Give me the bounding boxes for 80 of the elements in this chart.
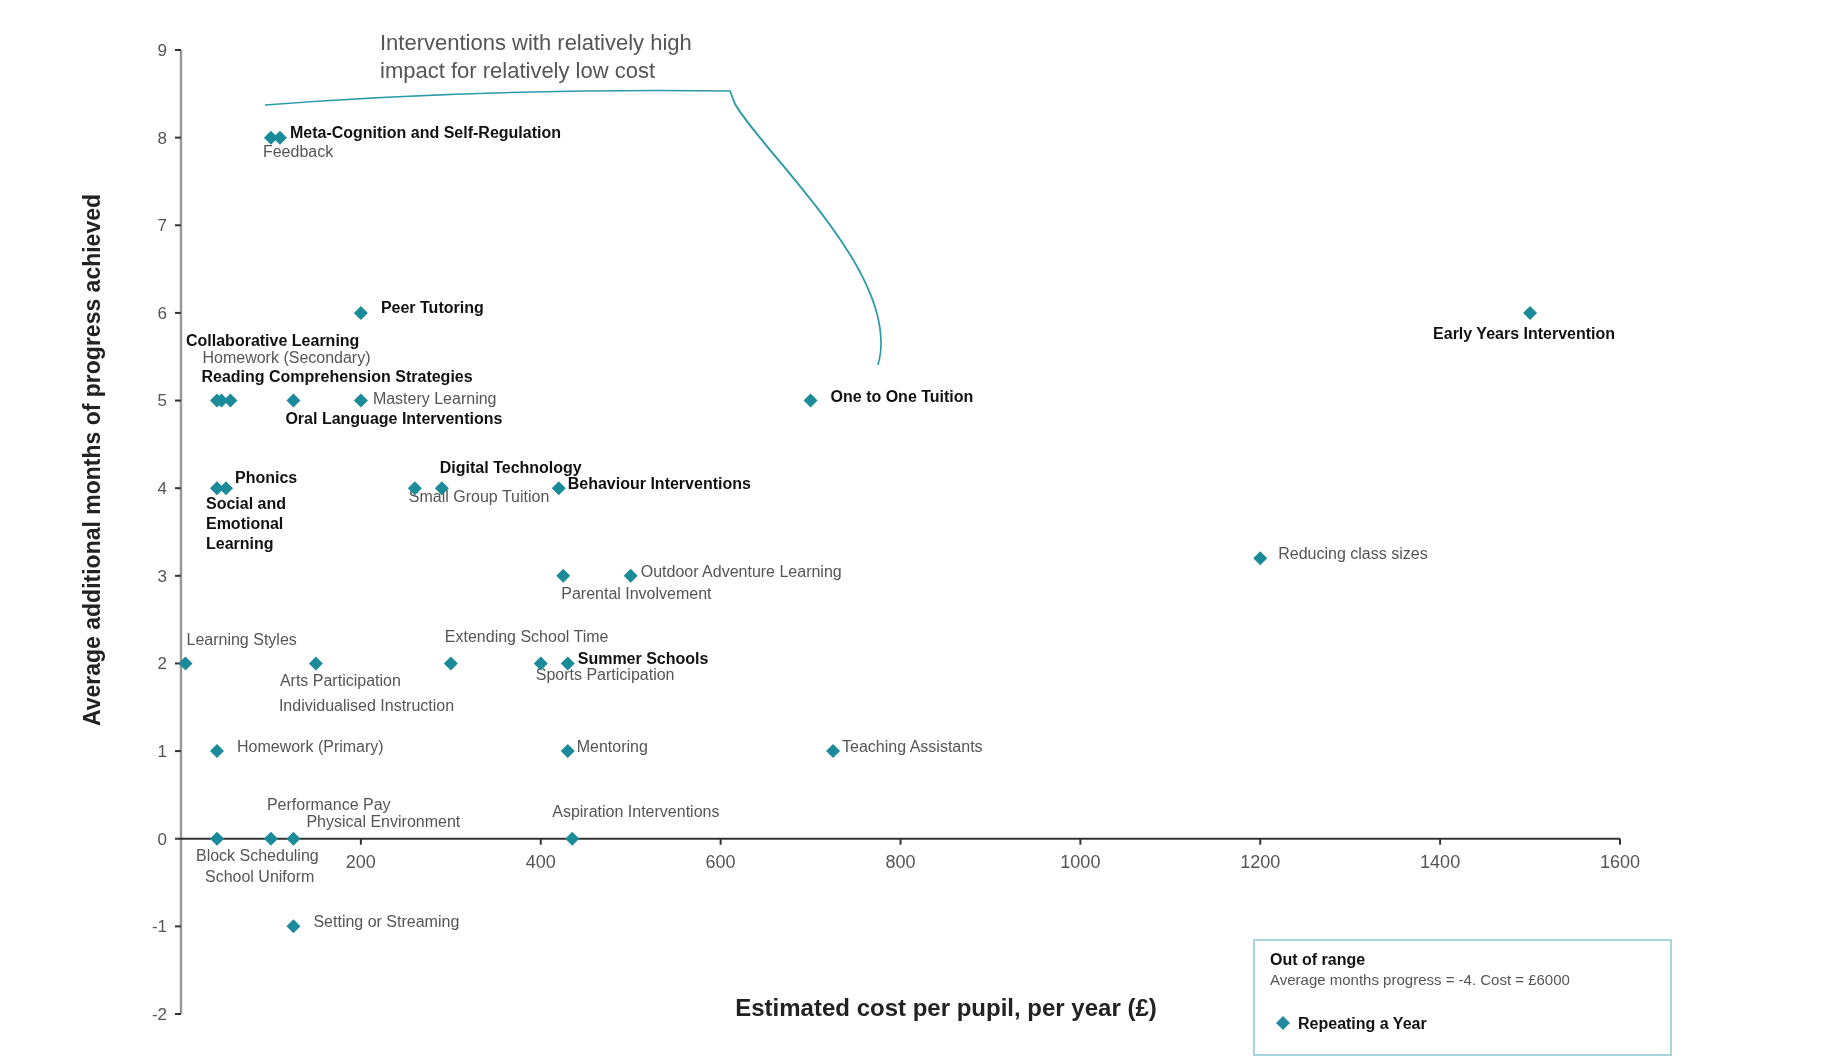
y-tick-label: 4 [157, 479, 167, 499]
y-axis-title: Average additional months of progress achieved [79, 193, 105, 727]
y-tick-label: -1 [151, 917, 167, 937]
y-tick-label: 5 [157, 391, 167, 411]
x-tick-label: 1600 [1599, 851, 1641, 872]
annotation: Peer Tutoring [380, 298, 484, 316]
point [560, 744, 575, 759]
annotation: Setting or Streaming [313, 913, 460, 931]
y-tick-label: 7 [157, 216, 167, 236]
point [353, 305, 368, 320]
annotation: Feedback [262, 142, 335, 160]
x-tick-label: 400 [525, 851, 556, 872]
annotation: Oral Language Interventions [285, 409, 503, 427]
x-tick-label: 800 [885, 851, 916, 872]
annotation: Homework (Primary) [236, 738, 384, 756]
annotation: Digital Technology [439, 459, 582, 477]
annotation: Average months progress = -4. Cost = £6000 [1270, 971, 1570, 988]
annotation: Performance Pay [266, 795, 391, 813]
annotation: Individualised Instruction [278, 697, 455, 715]
annotation: Mastery Learning [372, 389, 497, 407]
point [308, 656, 323, 671]
annotation: Behaviour Interventions [567, 475, 751, 493]
point [178, 656, 193, 671]
point [286, 831, 301, 846]
annotation: School Uniform [204, 867, 315, 885]
point [263, 130, 278, 145]
point [556, 568, 571, 583]
annotation: Social and Emotional Learning [205, 495, 287, 553]
point [209, 481, 224, 496]
annotation: Aspiration Interventions [552, 802, 720, 820]
annotation: Teaching Assistants [842, 738, 983, 756]
annotation: Reading Comprehension Strategies [201, 367, 473, 385]
point [209, 744, 224, 759]
point [209, 831, 224, 846]
y-tick-label: 0 [157, 829, 167, 849]
point [286, 393, 301, 408]
annotation: Homework (Secondary) [202, 348, 371, 366]
annotation: Mentoring [576, 738, 648, 756]
y-tick-label: 2 [157, 654, 167, 674]
annotation: Out of range [1270, 951, 1366, 968]
text: Repeating a Year [1298, 1014, 1427, 1032]
annotation: Collaborative Learning [186, 331, 360, 349]
point [286, 919, 301, 934]
annotation: Physical Environment [306, 812, 461, 830]
x-tick-label: 600 [705, 851, 736, 872]
point [353, 393, 368, 408]
annotation: Meta-Cognition and Self-Regulation [289, 123, 562, 141]
point [623, 568, 638, 583]
annotation: Summer Schools [577, 650, 709, 668]
x-tick-label: 200 [345, 851, 376, 872]
x-tick-label: 1200 [1240, 851, 1281, 872]
y-tick-label: 3 [157, 566, 167, 586]
annotation: Outdoor Adventure Learning [640, 562, 842, 580]
point [263, 831, 278, 846]
y-tick-label: 9 [157, 40, 167, 60]
point [565, 831, 580, 846]
annotation: Block Scheduling [195, 846, 319, 864]
annotation: Extending School Time [444, 628, 609, 646]
point [1523, 305, 1538, 320]
y-tick-label: 1 [157, 742, 167, 762]
annotation: Phonics [234, 469, 298, 487]
y-tick-label: 8 [157, 128, 167, 148]
annotation: Arts Participation [279, 672, 401, 690]
point [1253, 551, 1268, 566]
annotation: Reducing class sizes [1278, 545, 1428, 563]
y-tick-label: -2 [151, 1004, 167, 1024]
y-tick-label: 6 [157, 303, 167, 323]
point [826, 744, 841, 759]
annotation: Early Years Intervention [1433, 324, 1616, 342]
annotation: Learning Styles [186, 631, 297, 649]
x-tick-label: 1400 [1420, 851, 1461, 872]
x-tick-label: 1000 [1060, 851, 1101, 872]
point [551, 481, 566, 496]
annotation: Interventions with relatively high impact for relatively low cost [380, 30, 692, 83]
annotation: Sports Participation [535, 666, 675, 684]
annotation: One to One Tuition [830, 387, 974, 405]
point [803, 393, 818, 408]
point [443, 656, 458, 671]
annotation: Parental Involvement [561, 584, 713, 602]
x-axis-title: Estimated cost per pupil, per year (£) [735, 994, 1157, 1021]
